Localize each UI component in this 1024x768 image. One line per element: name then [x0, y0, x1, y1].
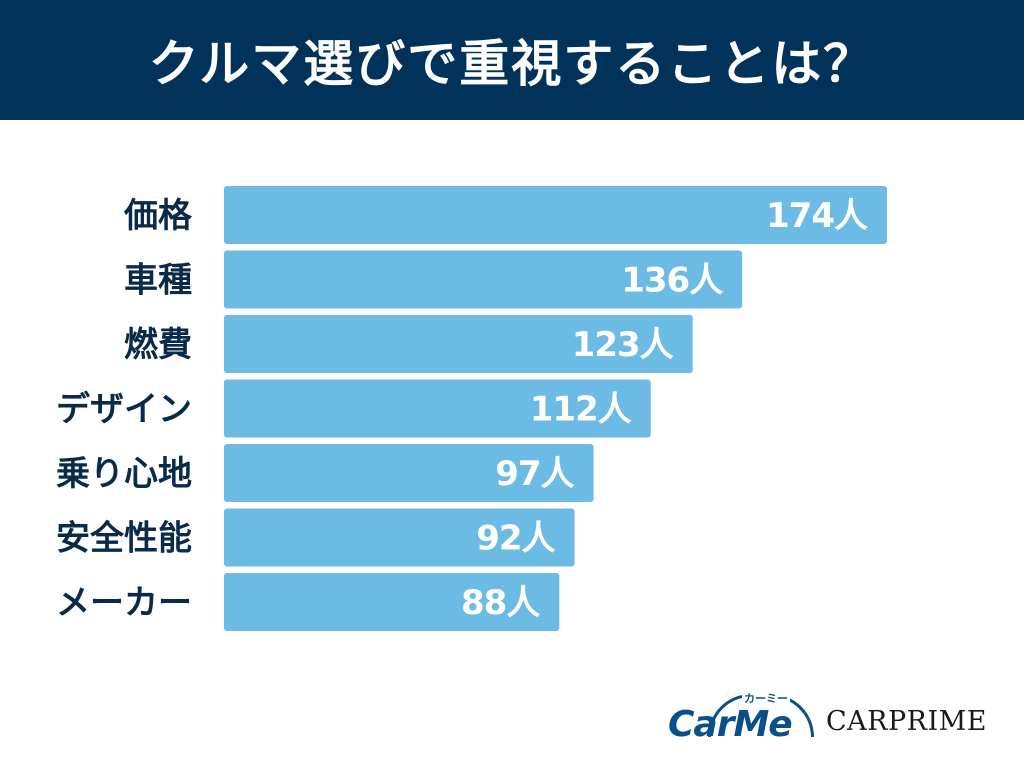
category-label-1: 車種	[124, 261, 192, 301]
value-label-3: 112人	[530, 390, 632, 430]
category-label-5: 安全性能	[56, 519, 192, 559]
bar-4	[224, 444, 594, 502]
value-label-5: 92人	[476, 519, 555, 559]
bar-2	[224, 315, 693, 373]
category-label-6: メーカー	[56, 583, 192, 623]
bar-1	[224, 250, 743, 309]
category-label-3: デザイン	[56, 390, 192, 430]
carprime-logo: CARPRIME	[826, 706, 988, 737]
value-label-6: 88人	[461, 583, 540, 623]
value-label-4: 97人	[495, 454, 574, 494]
bar-0	[224, 186, 887, 244]
chart-title: クルマ選びで重視することは？	[148, 35, 876, 93]
carme-logo: カーミー CarMe	[668, 690, 818, 748]
bar-3	[224, 379, 651, 438]
value-label-2: 123人	[572, 325, 674, 365]
bar-6	[224, 573, 560, 631]
value-label-1: 136人	[621, 261, 723, 301]
logo-area: カーミー CarMe CARPRIME	[660, 688, 1000, 748]
category-label-0: 価格	[123, 196, 193, 236]
carme-logo-text: CarMe	[668, 704, 793, 745]
category-label-2: 燃費	[124, 325, 192, 365]
category-label-4: 乗り心地	[56, 454, 192, 494]
carme-logo-kana: カーミー	[742, 690, 790, 706]
value-label-0: 174人	[766, 196, 868, 236]
bar-5	[224, 508, 575, 567]
title-banner: クルマ選びで重視することは？	[0, 0, 1024, 120]
